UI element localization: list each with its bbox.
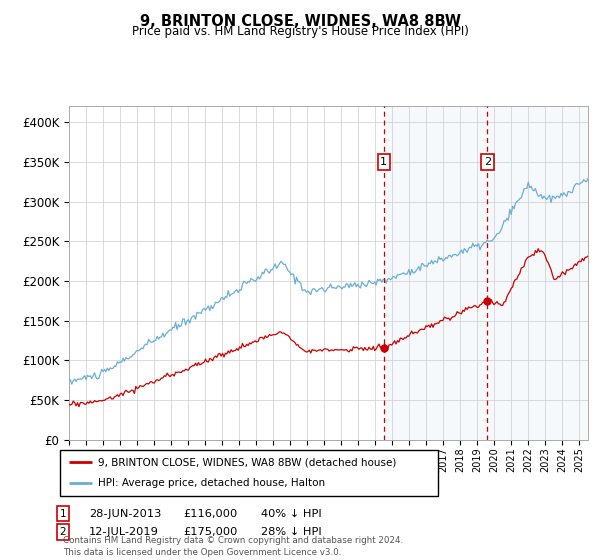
Text: 28-JUN-2013: 28-JUN-2013 — [89, 508, 161, 519]
Text: 9, BRINTON CLOSE, WIDNES, WA8 8BW: 9, BRINTON CLOSE, WIDNES, WA8 8BW — [139, 14, 461, 29]
Text: 2: 2 — [59, 527, 67, 537]
Text: 12-JUL-2019: 12-JUL-2019 — [89, 527, 158, 537]
Bar — [487, 106, 588, 440]
FancyBboxPatch shape — [60, 450, 438, 496]
Text: 2: 2 — [484, 157, 491, 167]
Text: Contains HM Land Registry data © Crown copyright and database right 2024.
This d: Contains HM Land Registry data © Crown c… — [63, 536, 403, 557]
Text: £116,000: £116,000 — [183, 508, 237, 519]
Bar — [384, 106, 487, 440]
Text: £175,000: £175,000 — [183, 527, 238, 537]
Text: 1: 1 — [59, 508, 67, 519]
Text: 9, BRINTON CLOSE, WIDNES, WA8 8BW (detached house): 9, BRINTON CLOSE, WIDNES, WA8 8BW (detac… — [98, 457, 396, 467]
Text: 28% ↓ HPI: 28% ↓ HPI — [261, 527, 322, 537]
Text: 40% ↓ HPI: 40% ↓ HPI — [261, 508, 322, 519]
Text: 1: 1 — [380, 157, 388, 167]
Text: Price paid vs. HM Land Registry's House Price Index (HPI): Price paid vs. HM Land Registry's House … — [131, 25, 469, 38]
Text: HPI: Average price, detached house, Halton: HPI: Average price, detached house, Halt… — [98, 478, 325, 488]
